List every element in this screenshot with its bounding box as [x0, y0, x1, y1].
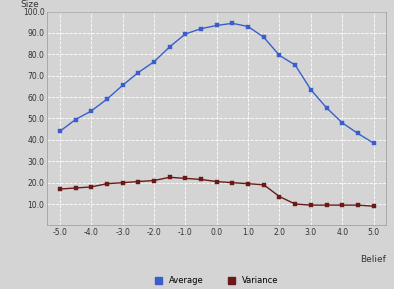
Average	[73, 118, 78, 121]
Variance	[309, 203, 313, 207]
Variance	[277, 195, 282, 198]
Variance	[230, 181, 235, 184]
Average	[371, 141, 376, 145]
Variance	[199, 178, 203, 181]
Variance	[167, 175, 172, 179]
Variance	[120, 181, 125, 184]
Variance	[246, 182, 251, 186]
Variance	[183, 177, 188, 180]
Average	[324, 106, 329, 110]
Variance	[355, 203, 360, 207]
Text: Size: Size	[20, 0, 39, 10]
Average	[340, 121, 345, 125]
Variance	[371, 204, 376, 208]
Average	[58, 129, 62, 133]
Variance	[324, 203, 329, 207]
Average	[183, 32, 188, 36]
Variance	[136, 180, 141, 183]
Average	[167, 45, 172, 49]
Legend: Average, Variance: Average, Variance	[155, 276, 278, 286]
Average	[152, 60, 156, 64]
Variance	[214, 180, 219, 183]
Average	[199, 27, 203, 30]
Variance	[73, 186, 78, 190]
Average	[230, 22, 235, 25]
Line: Variance: Variance	[58, 175, 375, 208]
Average	[214, 24, 219, 27]
Variance	[152, 179, 156, 182]
Average	[355, 132, 360, 135]
Text: Belief: Belief	[360, 255, 386, 264]
Average	[293, 63, 297, 67]
Variance	[104, 182, 109, 186]
Variance	[293, 202, 297, 206]
Variance	[261, 183, 266, 186]
Average	[309, 88, 313, 91]
Variance	[89, 185, 93, 189]
Average	[104, 97, 109, 101]
Line: Average: Average	[58, 21, 375, 145]
Average	[261, 36, 266, 39]
Average	[120, 84, 125, 87]
Average	[89, 109, 93, 113]
Average	[246, 25, 251, 28]
Average	[136, 71, 141, 74]
Variance	[58, 187, 62, 191]
Average	[277, 54, 282, 57]
Variance	[340, 203, 345, 207]
